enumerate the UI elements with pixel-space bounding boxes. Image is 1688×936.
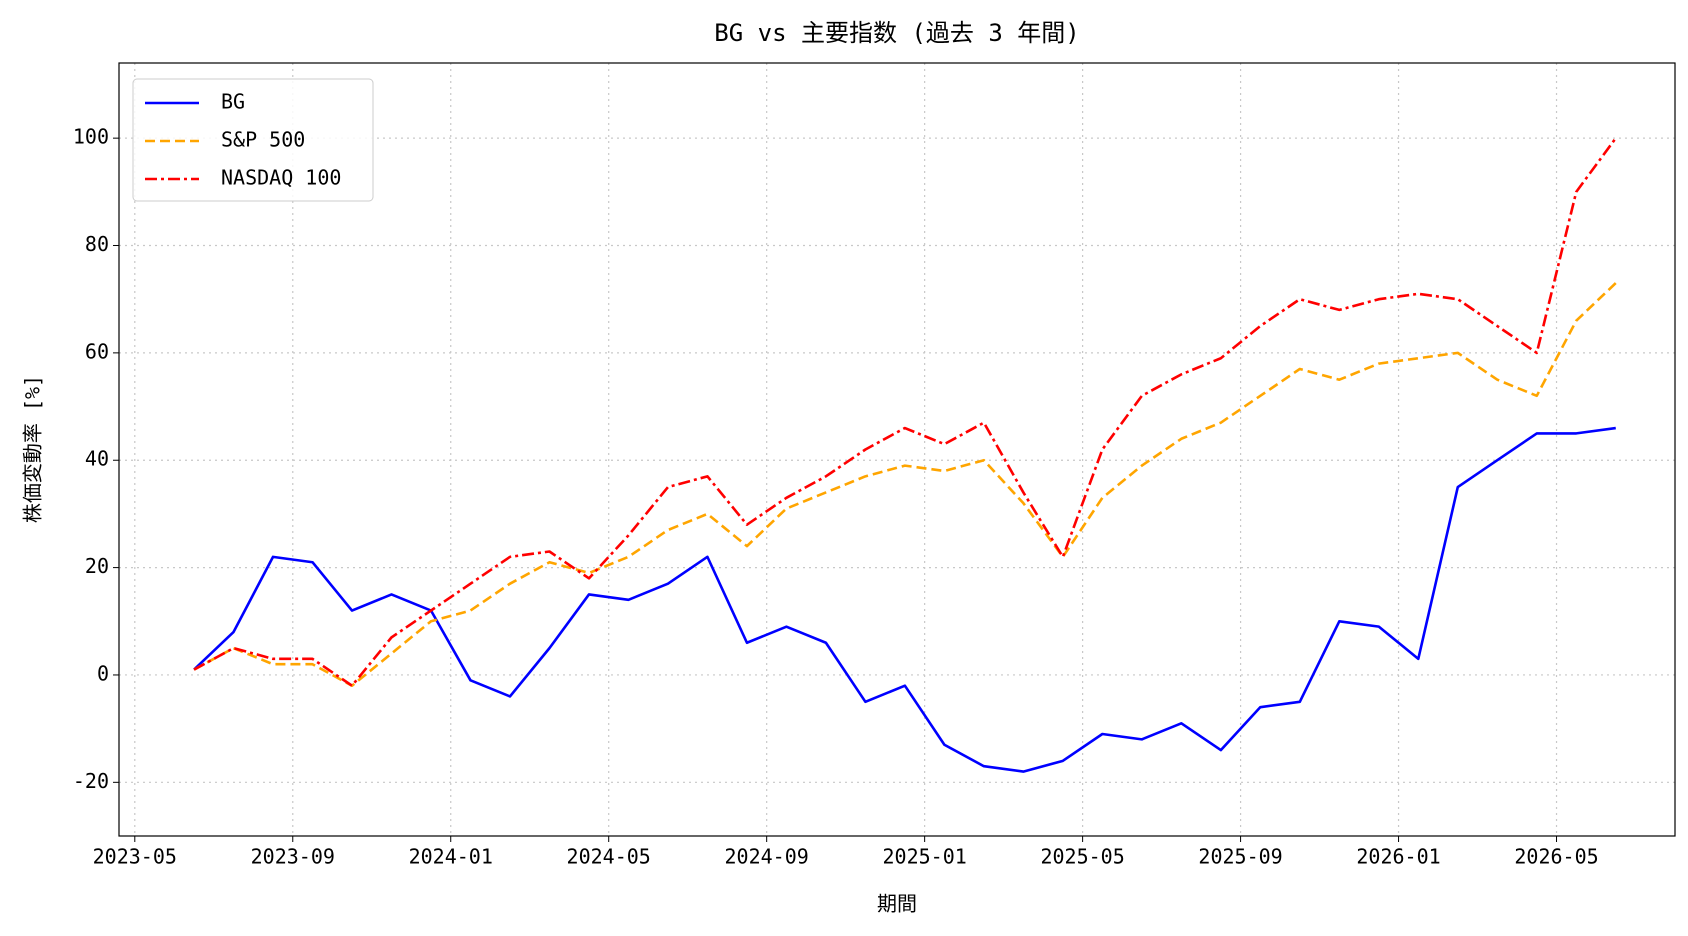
legend-label: BG (221, 90, 245, 114)
x-tick-label: 2024-01 (409, 845, 493, 869)
chart-title: BG vs 主要指数 (過去 3 年間) (714, 19, 1079, 47)
y-tick-label: 100 (73, 125, 109, 149)
x-tick-label: 2025-09 (1198, 845, 1282, 869)
x-tick-label: 2024-09 (725, 845, 809, 869)
x-tick-label: 2024-05 (567, 845, 651, 869)
y-tick-label: 40 (85, 447, 109, 471)
y-tick-label: -20 (73, 769, 109, 793)
series-line (193, 137, 1617, 687)
y-tick-label: 80 (85, 232, 109, 256)
plot-frame (118, 62, 1676, 837)
x-tick-label: 2026-05 (1514, 845, 1598, 869)
x-tick-label: 2023-09 (251, 845, 335, 869)
series-line (193, 282, 1617, 687)
x-axis-label: 期間 (877, 892, 917, 916)
legend-label: S&P 500 (221, 128, 305, 152)
y-tick-label: 60 (85, 339, 109, 363)
y-tick-label: 20 (85, 554, 109, 578)
y-tick-label: 0 (97, 661, 109, 685)
legend-box (132, 78, 374, 202)
x-tick-label: 2025-05 (1040, 845, 1124, 869)
series-line (193, 426, 1616, 773)
y-axis-label: 株価変動率 [%] (21, 375, 45, 523)
legend-label: NASDAQ 100 (221, 166, 341, 190)
x-tick-label: 2023-05 (93, 845, 177, 869)
x-tick-label: 2026-01 (1356, 845, 1440, 869)
x-tick-label: 2025-01 (882, 845, 966, 869)
